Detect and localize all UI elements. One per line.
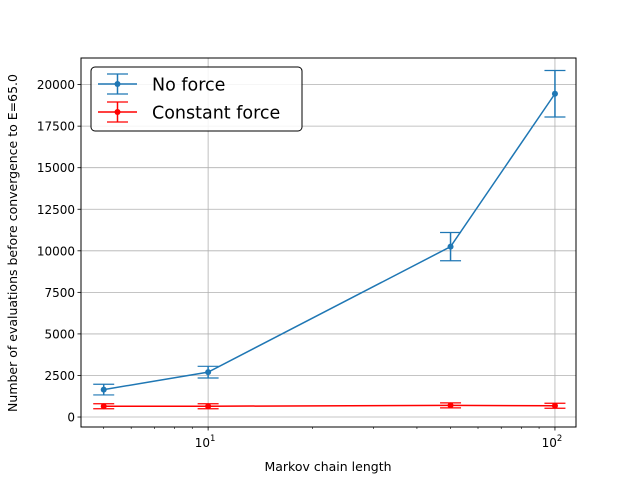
legend-entry: No force — [98, 73, 225, 96]
y-tick-label: 15000 — [37, 161, 75, 175]
grid-lines — [81, 58, 576, 427]
y-tick-label: 20000 — [37, 78, 75, 92]
series-constant-force — [93, 402, 566, 410]
legend-marker — [114, 81, 121, 87]
y-tick-label: 2500 — [44, 369, 75, 383]
legend: No force Constant force — [90, 66, 303, 132]
x-axis-label: Markov chain length — [264, 459, 391, 474]
data-point — [447, 243, 454, 250]
y-tick-label: 5000 — [44, 327, 75, 341]
series-line — [103, 93, 556, 391]
y-tick-label: 17500 — [37, 120, 75, 134]
x-tick-label: 102 — [542, 434, 563, 450]
y-tick-label: 0 — [67, 411, 75, 425]
data-point — [551, 90, 558, 97]
plot-frame — [80, 57, 577, 428]
data-point — [205, 403, 212, 410]
data-point — [551, 402, 558, 409]
legend-label: No force — [152, 76, 225, 96]
x-tick-label: 101 — [195, 434, 216, 450]
data-point — [447, 402, 454, 409]
legend-entry: Constant force — [98, 101, 280, 124]
legend-marker — [114, 109, 121, 115]
y-tick-label: 7500 — [44, 286, 75, 300]
y-tick-label: 12500 — [37, 203, 75, 217]
series-layer — [93, 69, 566, 410]
y-axis-label: Number of evaluations before convergence… — [5, 74, 20, 412]
legend-label: Constant force — [152, 104, 280, 124]
legend-box — [90, 66, 303, 132]
series-line — [103, 404, 555, 407]
data-point — [205, 369, 212, 376]
y-tick-label: 10000 — [37, 244, 75, 258]
data-point — [100, 403, 107, 410]
data-point — [100, 386, 107, 393]
y-axis: 0 2500 5000 7500 10000 12500 15000 17500 20000 — [37, 78, 81, 425]
series-no-force — [93, 69, 566, 396]
x-axis: 101 102 — [103, 427, 563, 450]
